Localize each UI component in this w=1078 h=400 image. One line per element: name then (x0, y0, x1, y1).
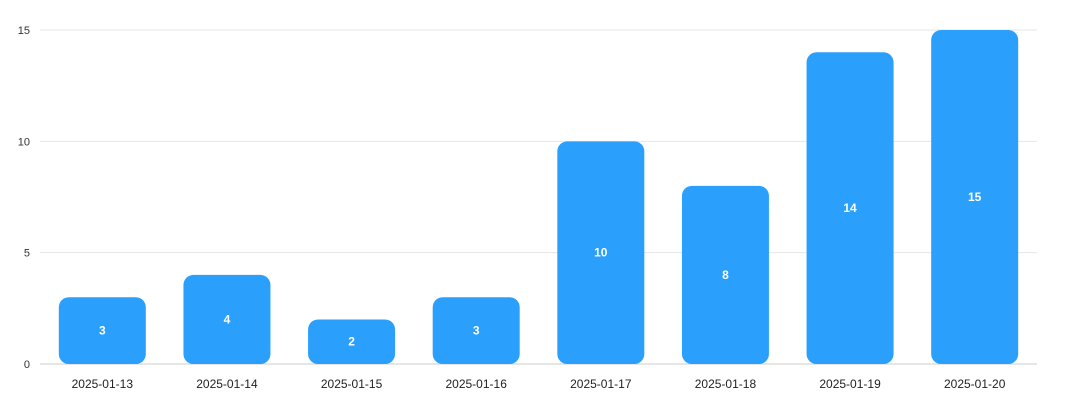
x-tick-label: 2025-01-16 (445, 377, 507, 391)
bars: 3 4 2 3 10 8 14 15 (58, 30, 1019, 365)
x-tick-label: 2025-01-17 (570, 377, 632, 391)
bar-value-label: 4 (224, 312, 231, 326)
bar-value-label: 3 (473, 324, 480, 338)
x-tick-label: 2025-01-19 (819, 377, 881, 391)
x-axis: 2025-01-13 2025-01-14 2025-01-15 2025-01-16… (72, 377, 1006, 391)
bar-value-label: 8 (722, 268, 729, 282)
bar (806, 52, 894, 365)
x-tick-label: 2025-01-20 (944, 377, 1006, 391)
bar (931, 30, 1019, 364)
bar-value-label: 10 (594, 246, 608, 260)
y-tick-label: 0 (24, 359, 30, 371)
bar (557, 141, 645, 364)
bar-value-label: 3 (99, 324, 106, 338)
bar (308, 319, 396, 364)
bar (681, 185, 769, 364)
y-tick-label: 5 (24, 248, 30, 260)
bar-value-label: 14 (843, 201, 857, 215)
bar (58, 297, 146, 364)
y-axis: 0 5 10 15 (18, 25, 30, 371)
x-tick-label: 2025-01-14 (196, 377, 258, 391)
x-tick-label: 2025-01-13 (72, 377, 134, 391)
x-tick-label: 2025-01-15 (321, 377, 383, 391)
bar (183, 274, 271, 364)
bar-value-label: 15 (968, 190, 982, 204)
bar (432, 297, 520, 364)
x-tick-label: 2025-01-18 (695, 377, 757, 391)
y-tick-label: 10 (18, 136, 30, 148)
y-tick-label: 15 (18, 25, 30, 37)
bar-value-label: 2 (348, 335, 355, 349)
